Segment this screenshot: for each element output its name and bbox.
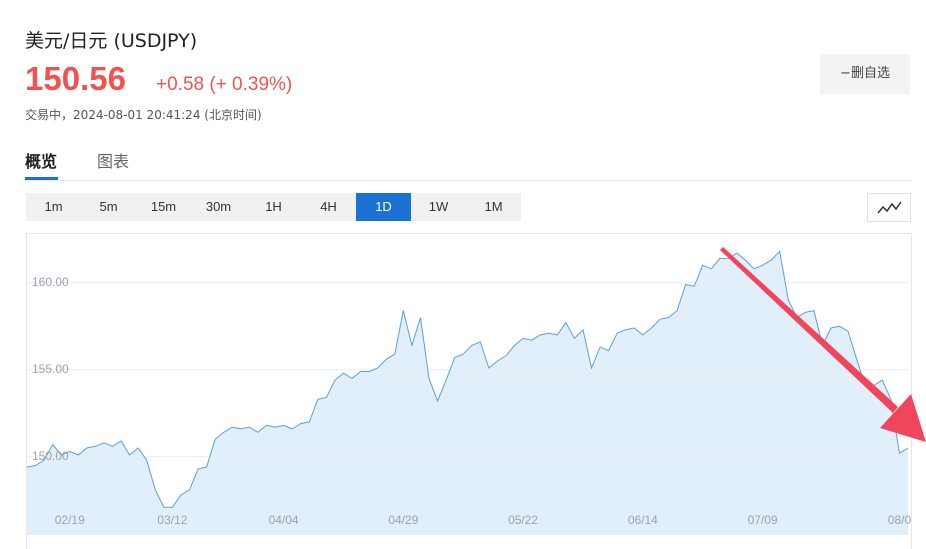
watch-button[interactable]: −删自选 <box>820 54 910 94</box>
chart-type-button[interactable] <box>867 193 911 222</box>
x-tick-label: 04/29 <box>388 513 418 527</box>
divider <box>25 180 911 181</box>
range-button[interactable]: 1m <box>44 199 63 214</box>
range-bar <box>26 193 521 221</box>
range-button[interactable]: 1M <box>484 199 503 214</box>
range-button[interactable]: 30m <box>205 199 232 214</box>
tab-underline <box>25 177 58 180</box>
range-button[interactable]: 1D <box>356 193 411 221</box>
range-button[interactable]: 1W <box>428 199 449 214</box>
chart-frame <box>26 233 912 549</box>
y-tick-label: 150.00 <box>32 449 69 463</box>
tab[interactable]: 概览 <box>25 152 58 171</box>
x-tick-label: 03/12 <box>157 513 187 527</box>
range-button[interactable]: 1H <box>265 199 282 214</box>
change: +0.58 (+ 0.39%) <box>156 74 293 95</box>
x-tick-label: 04/04 <box>269 513 299 527</box>
x-tick-label: 07/09 <box>748 513 778 527</box>
tab[interactable]: 图表 <box>97 152 130 171</box>
x-tick-label: 06/14 <box>628 513 658 527</box>
x-tick-label: 08/0 <box>888 513 912 527</box>
range-button[interactable]: 4H <box>320 199 337 214</box>
title: 美元/日元 (USDJPY) <box>25 30 198 52</box>
status: 交易中，2024-08-01 20:41:24 (北京时间) <box>25 108 262 122</box>
annotation-arrow <box>720 247 926 442</box>
price: 150.56 <box>25 60 126 97</box>
range-button[interactable]: 5m <box>99 199 118 214</box>
area <box>27 251 908 535</box>
y-tick-label: 155.00 <box>32 362 69 376</box>
y-tick-label: 160.00 <box>32 275 69 289</box>
range-button[interactable]: 15m <box>150 199 177 214</box>
x-tick-label: 05/22 <box>508 513 538 527</box>
icon <box>877 201 902 214</box>
x-tick-label: 02/19 <box>55 513 85 527</box>
price-line <box>26 250 909 508</box>
